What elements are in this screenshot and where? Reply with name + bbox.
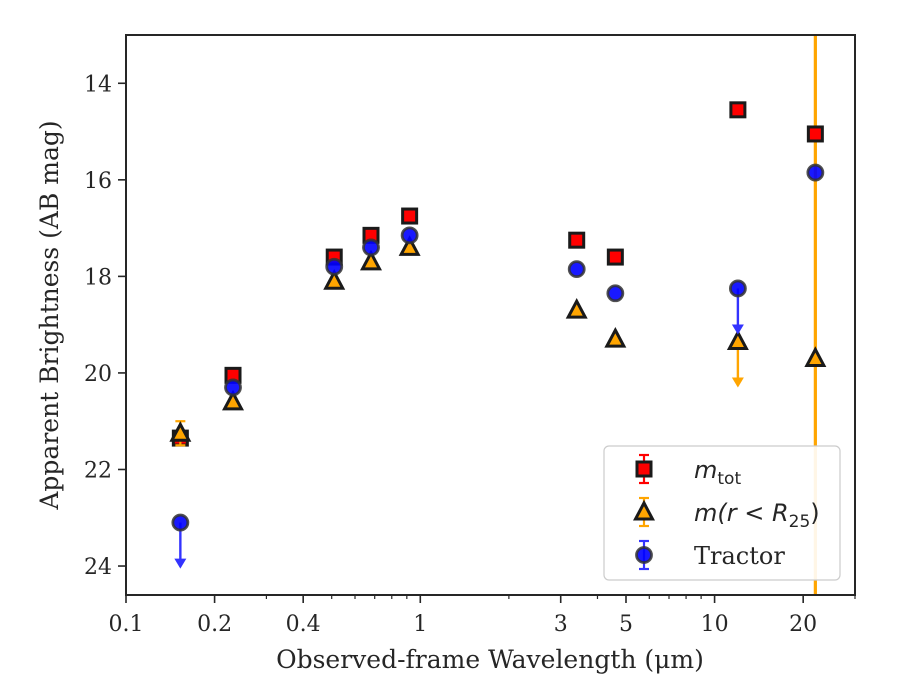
x-tick-label: 0.2 — [197, 612, 232, 637]
y-tick-label: 14 — [84, 72, 112, 97]
aperture-point — [323, 269, 346, 290]
tractor-point — [400, 226, 419, 245]
y-tick-label: 20 — [84, 362, 112, 387]
x-axis-title: Observed-frame Wavelength (μm) — [276, 645, 704, 674]
aperture-point — [222, 389, 245, 411]
y-axis-title: Apparent Brightness (AB mag) — [35, 120, 64, 510]
tractor-point — [325, 257, 344, 276]
tractor-point — [362, 238, 380, 257]
x-axis: 0.1 0.2 0.4 1 3 5 10 20 — [109, 595, 856, 637]
upper-limit-arrowhead — [731, 324, 744, 335]
plot-area — [169, 35, 827, 595]
aperture-point — [565, 297, 588, 319]
mtot-point — [568, 231, 586, 249]
tractor-point — [224, 378, 242, 397]
series-triangle — [169, 235, 827, 447]
series-square — [171, 101, 824, 447]
mtot-point — [401, 207, 419, 225]
aperture-point — [398, 235, 421, 256]
y-tick-label: 18 — [84, 265, 112, 290]
x-tick-label: 10 — [701, 612, 729, 637]
mtot-point — [729, 101, 747, 119]
tractor-point — [728, 279, 747, 298]
y-axis: 14 16 18 20 22 24 — [84, 72, 126, 580]
y-tick-label: 24 — [84, 555, 112, 580]
x-tick-label: 0.1 — [109, 612, 144, 637]
upper-limit-arrowhead — [731, 377, 744, 388]
aperture-point — [804, 346, 827, 367]
x-tick-label: 3 — [554, 612, 568, 637]
tractor-point — [171, 513, 190, 532]
legend-label: Tractor — [694, 542, 785, 570]
y-tick-label: 16 — [84, 169, 112, 194]
aperture-point — [726, 329, 749, 351]
legend-label: mtot — [694, 456, 741, 489]
legend-box — [603, 445, 841, 581]
y-tick-label: 22 — [84, 458, 112, 483]
legend-label: m(r < R25) — [694, 499, 820, 532]
upper-limit-arrowhead — [174, 558, 187, 569]
tractor-point — [635, 546, 653, 564]
x-tick-label: 20 — [789, 612, 817, 637]
tractor-point — [806, 163, 825, 182]
plot-frame — [125, 34, 856, 596]
mtot-point — [635, 460, 653, 478]
aperture-point — [633, 499, 655, 521]
aperture-point — [169, 421, 192, 442]
series-circle — [171, 163, 825, 569]
tractor-point — [567, 260, 586, 279]
tractor-point — [606, 284, 625, 303]
x-tick-label: 0.4 — [286, 612, 321, 637]
aperture-point — [360, 249, 382, 271]
aperture-point — [604, 326, 627, 348]
mtot-point — [606, 248, 624, 266]
x-tick-label: 1 — [413, 612, 427, 637]
x-tick-label: 5 — [619, 612, 633, 637]
mtot-point — [806, 125, 824, 143]
legend: mtot m(r < R25) Tractor — [603, 445, 841, 581]
